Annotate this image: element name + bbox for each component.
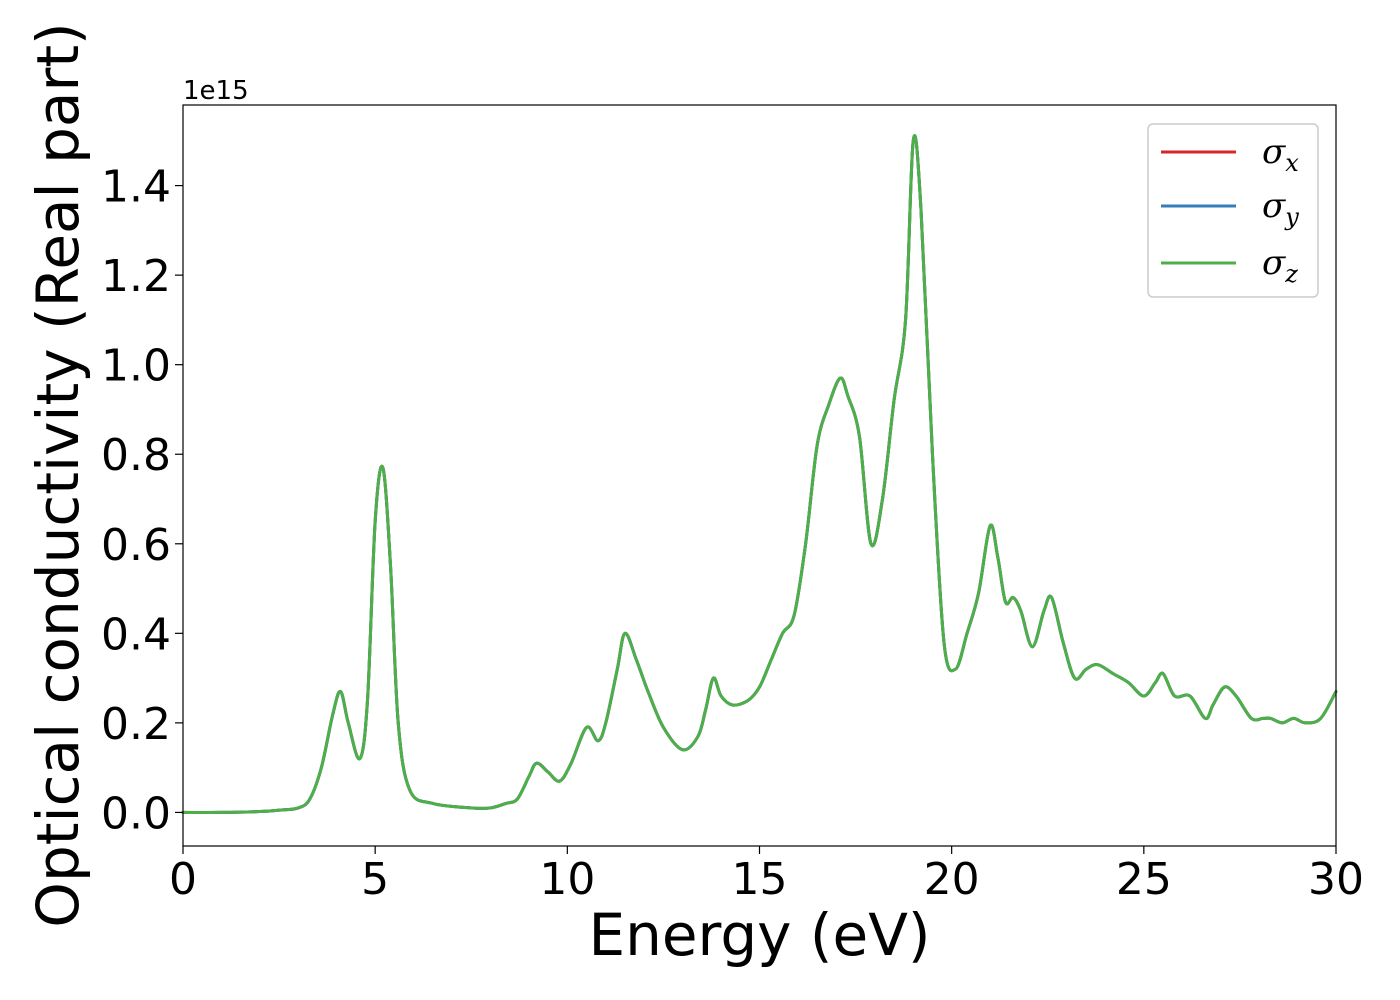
x-tick-label: 5 <box>361 854 389 905</box>
legend-label-2: σy <box>1262 186 1299 231</box>
x-axis-title: Energy (eV) <box>588 901 930 969</box>
y-offset-label: 1e15 <box>183 76 249 106</box>
plot-background <box>183 105 1336 846</box>
y-tick-label: 1.2 <box>101 251 171 302</box>
x-tick-label: 25 <box>1116 854 1172 905</box>
x-axis: 0 5 10 15 20 25 30 <box>169 846 1364 905</box>
series-line-3 <box>181 134 1338 814</box>
y-tick-label: 0.6 <box>101 520 171 571</box>
x-tick-label: 10 <box>539 854 595 905</box>
y-tick-label: 0.0 <box>101 788 171 839</box>
y-tick-label: 0.8 <box>101 430 171 481</box>
x-tick-label: 15 <box>732 854 788 905</box>
y-axis-title: Optical conductivity (Real part) <box>24 22 92 927</box>
y-tick-label: 0.2 <box>101 699 171 750</box>
legend-label-3: σz <box>1262 243 1298 288</box>
x-tick-label: 0 <box>169 854 197 905</box>
y-tick-label: 1.4 <box>101 162 171 213</box>
y-tick-label: 0.4 <box>101 609 171 660</box>
legend-label-1: σx <box>1262 132 1299 177</box>
series-layer <box>181 134 1338 814</box>
x-tick-label: 20 <box>924 854 980 905</box>
legend: σx σy σz <box>1147 123 1319 298</box>
y-tick-label: 1.0 <box>101 341 171 392</box>
x-tick-label: 30 <box>1308 854 1364 905</box>
legend-items: σx σy σz <box>1161 132 1299 288</box>
y-axis: 0.0 0.2 0.4 0.6 0.8 1.0 1.2 1.4 <box>101 162 183 839</box>
legend-box <box>1147 123 1319 298</box>
